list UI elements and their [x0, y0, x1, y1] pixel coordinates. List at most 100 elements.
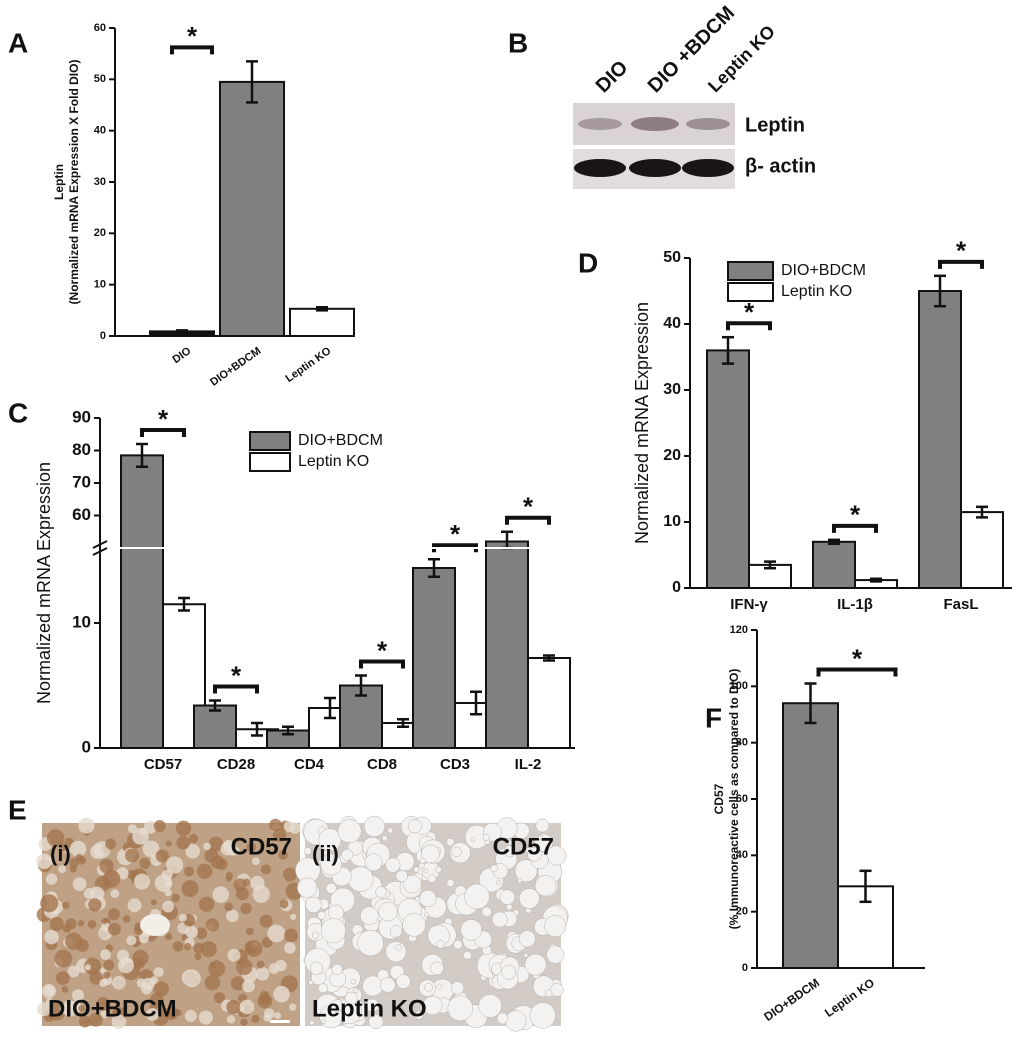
- significance-bracket: [938, 259, 984, 269]
- error-bar: [976, 505, 988, 519]
- panel-letter: B: [508, 27, 528, 58]
- vacuole: [524, 953, 547, 976]
- x-tick-label: Leptin KO: [283, 345, 333, 385]
- cell: [45, 873, 58, 885]
- y-tick-label: 40: [663, 315, 681, 332]
- cell: [283, 942, 296, 954]
- vacuole: [507, 840, 513, 846]
- bar: [219, 80, 285, 338]
- vacuole: [517, 878, 523, 884]
- legend-label: DIO+BDCM: [298, 432, 383, 449]
- y-axis-label: (Normalized mRNA Expression X Fold DIO): [67, 60, 81, 305]
- vacuole: [546, 945, 565, 964]
- cell: [101, 917, 108, 925]
- cell: [153, 819, 166, 832]
- cell: [260, 864, 272, 875]
- x-tick-label: DIO+BDCM: [761, 976, 822, 1024]
- western-blot: [573, 103, 735, 189]
- legend-label: Leptin KO: [298, 453, 369, 470]
- cell: [99, 979, 108, 987]
- cell: [150, 899, 157, 906]
- vacuole: [352, 987, 359, 994]
- cell: [224, 902, 234, 912]
- y-tick-label: 10: [72, 612, 91, 631]
- y-tick-label: 40: [736, 849, 748, 861]
- cell: [87, 919, 97, 929]
- vacuole: [446, 879, 455, 888]
- cell: [77, 919, 85, 927]
- cell: [88, 898, 102, 912]
- cell: [226, 999, 241, 1015]
- cell: [99, 858, 114, 874]
- y-tick-label: 50: [663, 249, 681, 266]
- cell: [220, 841, 235, 856]
- vacuole: [478, 994, 502, 1018]
- cell: [139, 857, 151, 869]
- y-axis-label: Normalized mRNA Expression: [632, 302, 652, 544]
- significance-star: *: [956, 236, 967, 266]
- vacuole: [309, 1020, 315, 1026]
- cell: [259, 990, 270, 1001]
- cell: [196, 863, 213, 880]
- cell: [67, 965, 80, 978]
- cell: [149, 976, 158, 985]
- vacuole: [357, 929, 384, 957]
- vacuole: [395, 944, 402, 951]
- cell: [200, 941, 217, 958]
- significance-star: *: [450, 519, 461, 549]
- vacuole: [341, 848, 354, 861]
- cell: [226, 1015, 236, 1024]
- cell: [184, 866, 195, 877]
- vacuole: [324, 852, 334, 862]
- vacuole: [318, 983, 328, 994]
- cell: [89, 886, 105, 901]
- error-bar: [934, 274, 946, 308]
- vacuole: [537, 834, 544, 841]
- vacuole: [491, 911, 508, 928]
- cell: [239, 999, 255, 1015]
- cell: [251, 857, 260, 866]
- x-tick-label: CD28: [217, 756, 255, 773]
- x-tick-label: IFN-γ: [730, 596, 768, 613]
- vacuole: [414, 1010, 424, 1020]
- vacuole: [387, 827, 394, 834]
- bar: [289, 307, 355, 338]
- cell: [181, 880, 199, 898]
- blot-band: [578, 118, 622, 130]
- blot-band: [574, 159, 626, 177]
- cell: [44, 929, 59, 945]
- y-tick-label: 100: [730, 680, 748, 692]
- significance-star: *: [187, 21, 198, 51]
- cell: [188, 833, 199, 844]
- cell: [172, 941, 184, 952]
- vacuole: [460, 919, 482, 941]
- significance-star: *: [158, 404, 169, 434]
- y-tick-label: 60: [94, 22, 106, 34]
- error-bar: [859, 869, 872, 904]
- cell: [289, 1003, 297, 1011]
- vacuole: [321, 1019, 326, 1024]
- panel-letter: E: [8, 794, 27, 825]
- cell: [143, 820, 157, 834]
- y-tick-label: 120: [730, 624, 748, 636]
- cell: [203, 842, 211, 851]
- vacuole: [464, 883, 490, 910]
- vacuole: [303, 847, 312, 855]
- y-tick-label: 40: [94, 125, 106, 137]
- cell: [183, 942, 192, 951]
- error-bar: [324, 696, 336, 720]
- vacuole: [424, 912, 429, 918]
- cell: [164, 932, 173, 941]
- error-bar: [282, 725, 294, 736]
- vacuole: [368, 1014, 384, 1030]
- cell: [75, 938, 89, 952]
- vacuole: [378, 901, 398, 922]
- error-bar: [722, 335, 734, 365]
- image-label: (ii): [312, 841, 339, 866]
- cell: [61, 985, 69, 993]
- y-tick-label: 60: [736, 793, 748, 805]
- cell: [204, 974, 221, 991]
- cell: [175, 820, 192, 837]
- micrograph: [42, 823, 300, 1026]
